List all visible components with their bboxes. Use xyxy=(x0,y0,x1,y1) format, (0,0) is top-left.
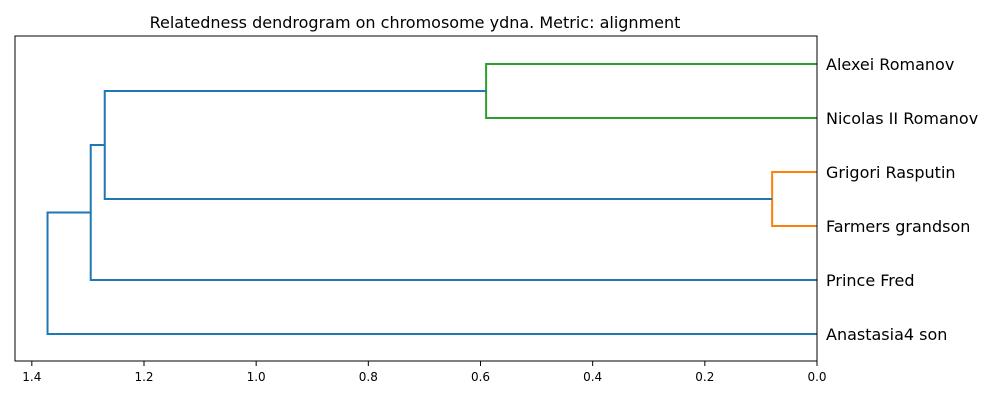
x-tick-label: 0.8 xyxy=(359,370,378,384)
x-tick-label: 1.4 xyxy=(22,370,41,384)
link-cluster-a xyxy=(103,90,773,200)
x-tick-label: 0.6 xyxy=(471,370,490,384)
leaf-label: Anastasia4 son xyxy=(826,325,947,344)
link-cluster-root xyxy=(46,211,817,335)
link-cluster-b xyxy=(89,144,817,281)
x-tick-label: 0.4 xyxy=(583,370,602,384)
leaf-label: Grigori Rasputin xyxy=(826,163,956,182)
leaf-label: Nicolas II Romanov xyxy=(826,109,978,128)
x-tick-label: 1.0 xyxy=(247,370,266,384)
leaf-labels: Alexei Romanov Nicolas II Romanov Grigori … xyxy=(826,55,978,344)
leaf-label: Farmers grandson xyxy=(826,217,970,236)
x-axis: 1.4 1.2 1.0 0.8 0.6 0.4 0.2 0.0 xyxy=(22,361,827,384)
x-tick-label: 0.0 xyxy=(807,370,826,384)
x-tick-label: 1.2 xyxy=(134,370,153,384)
plot-area-frame xyxy=(14,35,818,362)
x-tick-label: 0.2 xyxy=(695,370,714,384)
leaf-label: Prince Fred xyxy=(826,271,915,290)
dendrogram-links xyxy=(46,63,817,335)
chart-title: Relatedness dendrogram on chromosome ydn… xyxy=(150,13,681,32)
link-cluster-rasputin xyxy=(771,171,817,227)
link-cluster-romanov xyxy=(485,63,817,119)
leaf-label: Alexei Romanov xyxy=(826,55,954,74)
